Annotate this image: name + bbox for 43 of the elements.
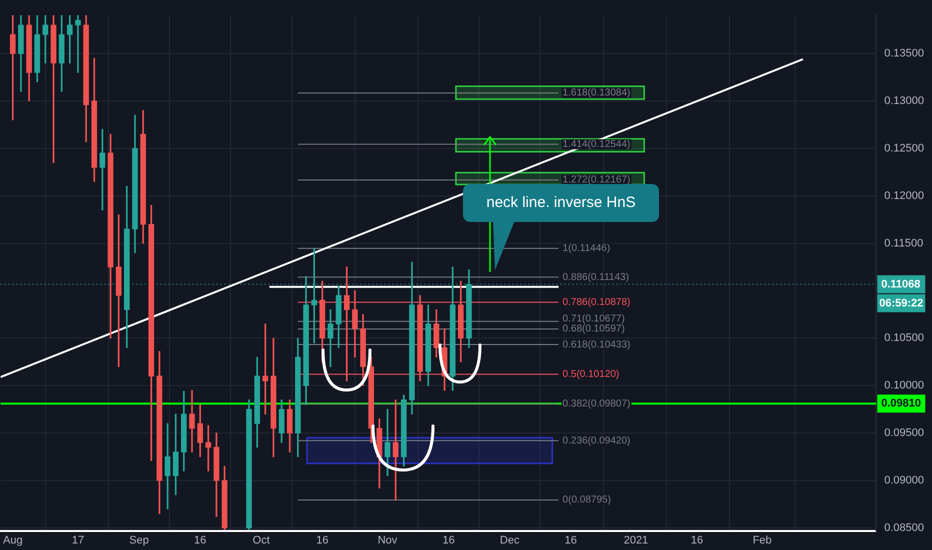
x-tick-label: 17	[72, 534, 84, 546]
annotation: neck line. inverse HnS	[463, 184, 659, 222]
y-tick-label: 0.08500	[884, 522, 924, 534]
series-label: 0.71(0.10677)	[562, 314, 625, 325]
series-label: 0.236(0.09420)	[562, 435, 630, 446]
x-tick-label: Dec	[500, 534, 520, 546]
series-label: 0.786(0.10878)	[562, 297, 630, 308]
x-tick-label: 16	[194, 534, 206, 546]
y-tick-label: 0.09500	[884, 427, 924, 440]
y-tick-label: 0.12500	[884, 142, 924, 154]
y-tick-label: 0.13000	[884, 94, 924, 107]
candlestick	[75, 15, 81, 73]
y-tick-label: 0.12000	[884, 190, 924, 202]
series-label: 0.886(0.11143)	[562, 272, 629, 283]
y-tick-label: 0.10000	[884, 380, 924, 392]
candlestick	[189, 390, 195, 452]
series-label: 1(0.11446)	[562, 243, 610, 254]
y-tick-label: 0.09000	[884, 474, 924, 487]
x-tick-label: 16	[442, 534, 455, 546]
x-tick-label: Oct	[252, 534, 270, 546]
series-label: 0.618(0.10433)	[562, 339, 630, 350]
y-tick-label: 0.13500	[884, 48, 924, 60]
y-tick-label: 0.10500	[884, 332, 924, 344]
x-tick-label: Sep	[129, 534, 149, 546]
ref-line-label: 0.11068	[881, 278, 920, 290]
x-tick-label: Aug	[2, 534, 23, 546]
series-label: 0(0.08795)	[562, 494, 611, 506]
ref-line-label: 0.09810	[881, 398, 922, 410]
text: 06:59:22	[879, 297, 924, 310]
series-label: 1.618(0.13084)	[562, 88, 630, 99]
x-tick-label: 16	[690, 534, 704, 546]
series-label: 0.382(0.09807)	[562, 398, 630, 410]
candlestick	[164, 423, 170, 510]
y-tick-label: 0.11500	[884, 237, 924, 250]
series-label: 1.272(0.12167)	[562, 174, 630, 186]
series-label: 0.5(0.10120)	[562, 368, 620, 380]
x-tick-label: 16	[316, 534, 328, 546]
x-tick-label: 2021	[624, 534, 648, 546]
x-tick-label: 16	[564, 534, 577, 546]
x-tick-label: Nov	[378, 534, 398, 546]
series-label: 1.414(0.12544)	[562, 138, 630, 150]
x-tick-label: Feb	[752, 534, 772, 546]
series-label: 0.68(0.10597)	[562, 324, 625, 335]
